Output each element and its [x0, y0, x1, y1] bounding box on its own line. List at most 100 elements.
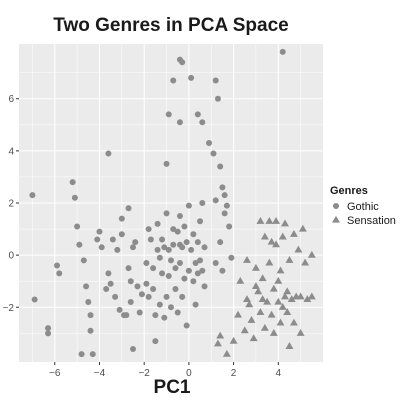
data-point-circle: [176, 119, 183, 126]
data-point-triangle: [236, 276, 245, 284]
data-point-circle: [221, 192, 228, 199]
series-sensation: [213, 216, 316, 357]
data-point-circle: [183, 322, 190, 329]
data-point-triangle: [258, 274, 267, 282]
data-point-triangle: [213, 339, 222, 347]
data-point-circle: [118, 231, 125, 238]
data-point-circle: [125, 265, 132, 272]
data-point-circle: [125, 205, 132, 212]
data-point-circle: [228, 254, 235, 261]
data-point-triangle: [222, 349, 231, 357]
data-point-circle: [165, 111, 172, 118]
data-point-circle: [168, 304, 174, 311]
legend-label: Gothic: [347, 201, 379, 213]
data-point-circle: [103, 286, 110, 293]
data-point-circle: [226, 223, 233, 230]
data-point-circle: [138, 291, 145, 298]
data-point-circle: [221, 210, 228, 217]
data-point-circle: [212, 259, 219, 266]
data-point-circle: [170, 77, 177, 84]
data-point-triangle: [272, 216, 281, 224]
data-point-triangle: [267, 310, 276, 318]
data-point-circle: [145, 293, 152, 300]
data-point-triangle: [307, 250, 316, 258]
y-tick-label: 4: [8, 146, 14, 157]
data-point-circle: [107, 280, 114, 287]
data-point-triangle: [243, 295, 251, 303]
data-point-circle: [214, 95, 221, 102]
data-point-circle: [109, 236, 116, 243]
data-point-circle: [154, 246, 161, 253]
data-point-circle: [85, 299, 92, 306]
data-point-triangle: [263, 297, 272, 305]
data-point-circle: [112, 293, 119, 300]
data-point-triangle: [265, 258, 274, 266]
data-point-circle: [172, 286, 179, 293]
data-point-circle: [212, 77, 219, 84]
data-point-circle: [185, 267, 192, 274]
data-point-circle: [210, 150, 217, 157]
data-point-circle: [185, 202, 192, 209]
data-point-circle: [176, 259, 183, 266]
data-point-circle: [130, 244, 136, 251]
data-point-circle: [163, 160, 170, 167]
data-point-circle: [194, 111, 201, 118]
data-point-circle: [183, 239, 190, 246]
data-point-triangle: [274, 297, 283, 305]
x-tick-label: 0: [186, 368, 192, 379]
data-point-triangle: [283, 287, 292, 295]
x-ticks: −6 −4 −2 0 2 4: [49, 362, 282, 379]
legend-key-circle: [333, 203, 339, 209]
data-point-circle: [127, 299, 134, 306]
data-point-triangle: [258, 295, 267, 303]
data-point-circle: [154, 220, 161, 227]
data-point-circle: [159, 270, 166, 277]
data-point-circle: [206, 140, 212, 147]
data-point-circle: [172, 265, 179, 272]
data-point-circle: [197, 218, 204, 225]
data-point-circle: [161, 244, 168, 251]
data-point-circle: [69, 179, 76, 186]
data-point-triangle: [281, 219, 289, 227]
legend-key-triangle: [332, 215, 340, 223]
data-point-triangle: [296, 329, 305, 336]
data-point-circle: [163, 210, 170, 217]
data-point-circle: [168, 257, 174, 264]
y-tick-label: −2: [3, 303, 15, 314]
data-point-triangle: [256, 308, 265, 316]
data-point-circle: [161, 314, 168, 321]
data-point-circle: [181, 275, 188, 282]
data-point-circle: [116, 306, 123, 313]
data-point-triangle: [229, 336, 238, 344]
data-point-circle: [150, 286, 157, 293]
y-tick-label: 0: [8, 251, 14, 262]
data-point-circle: [45, 330, 52, 337]
data-point-triangle: [278, 302, 287, 310]
data-point-circle: [143, 259, 150, 266]
legend-label: Sensation: [347, 215, 396, 227]
data-point-triangle: [298, 224, 307, 232]
y-ticks: −2 0 2 4 6: [3, 94, 19, 314]
data-point-circle: [156, 301, 163, 308]
data-point-circle: [165, 246, 172, 253]
data-point-circle: [80, 257, 87, 264]
grid-major: [19, 44, 323, 362]
data-point-triangle: [245, 300, 254, 308]
data-point-circle: [150, 265, 157, 272]
series-gothic: [29, 48, 286, 358]
data-point-circle: [219, 184, 226, 191]
data-point-triangle: [287, 295, 296, 303]
x-tick-label: −6: [49, 368, 61, 379]
data-point-circle: [199, 267, 206, 274]
data-point-circle: [223, 202, 230, 209]
data-point-triangle: [289, 229, 298, 237]
data-point-circle: [87, 327, 94, 334]
data-point-circle: [194, 270, 201, 277]
data-point-circle: [192, 259, 199, 266]
data-point-circle: [76, 241, 83, 248]
data-point-triangle: [251, 282, 260, 289]
data-point-circle: [188, 74, 195, 81]
data-point-triangle: [276, 318, 285, 326]
data-point-triangle: [281, 292, 289, 300]
